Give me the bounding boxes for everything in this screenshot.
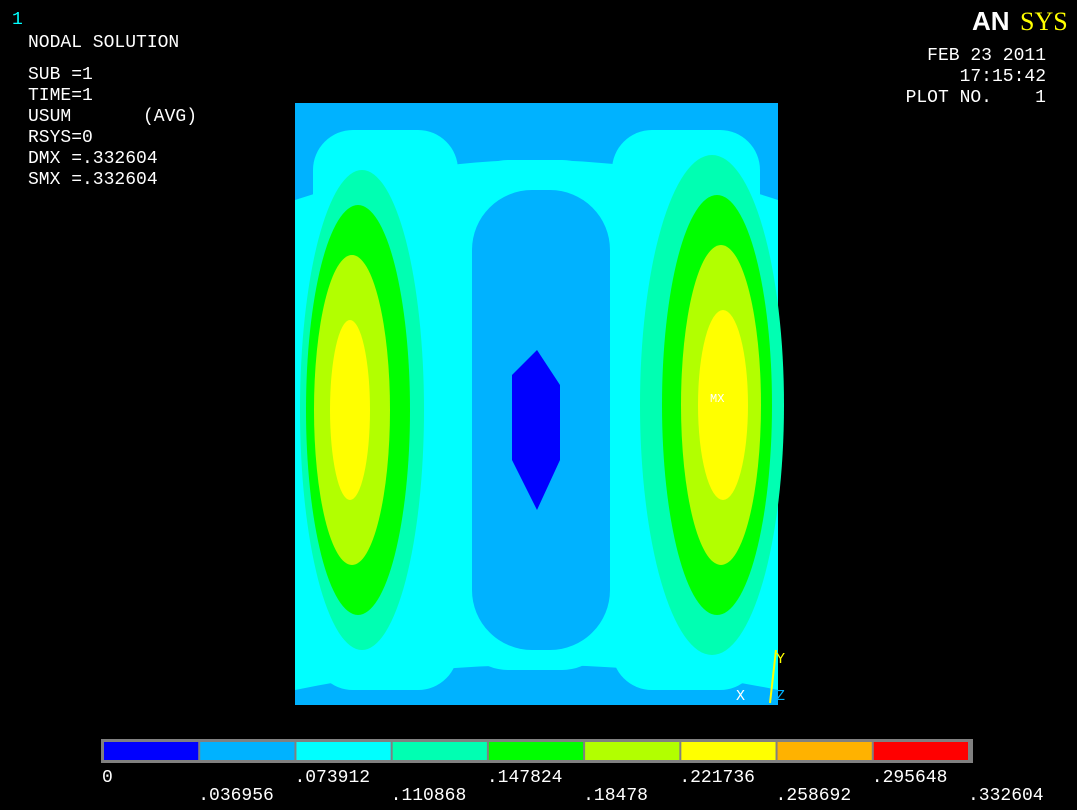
info-line: (AVG) — [143, 107, 197, 127]
legend-swatch — [488, 742, 584, 760]
minimum-region — [512, 350, 560, 510]
plot-number: PLOT NO. 1 — [906, 88, 1046, 108]
legend-label: .036956 — [198, 786, 274, 806]
legend-swatch — [681, 742, 776, 760]
info-line: SMX =.332604 — [28, 170, 158, 190]
legend-swatch — [200, 742, 295, 760]
legend-label: .221736 — [679, 768, 755, 788]
info-line: TIME=1 — [28, 86, 93, 106]
legend-swatch — [104, 742, 199, 760]
info-line: DMX =.332604 — [28, 149, 158, 169]
legend-label: .332604 — [968, 786, 1044, 806]
legend-label: .258692 — [776, 786, 852, 806]
time: 17:15:42 — [960, 67, 1046, 87]
legend-swatch — [873, 742, 968, 760]
contour-plot: MX X Y Z — [295, 103, 785, 705]
legend-label: 0 — [102, 768, 113, 788]
legend-label: .18478 — [583, 786, 648, 806]
legend-label: .073912 — [294, 768, 370, 788]
legend: 0 .036956 .073912 .110868 .147824 .18478 .2217… — [102, 742, 1044, 806]
legend-swatch — [777, 742, 872, 760]
date: FEB 23 2011 — [927, 46, 1046, 66]
axis-y — [769, 649, 777, 704]
logo-an: AN — [972, 6, 1010, 36]
legend-swatch — [392, 742, 487, 760]
info-line: RSYS=0 — [28, 128, 93, 148]
axis-label: X — [736, 688, 745, 705]
info-line: SUB =1 — [28, 65, 93, 85]
legend-label: .147824 — [487, 768, 563, 788]
logo-sys: SYS — [1020, 7, 1068, 36]
legend-swatch — [585, 742, 680, 760]
window-number: 1 — [12, 10, 23, 30]
contour — [698, 310, 748, 500]
contour — [330, 320, 370, 500]
legend-label: .110868 — [391, 786, 467, 806]
axis-label: Z — [776, 688, 785, 705]
axis-label: Y — [776, 651, 785, 668]
max-marker: MX — [710, 392, 724, 406]
top-band — [295, 103, 778, 200]
info-line: NODAL SOLUTION — [28, 33, 179, 53]
info-line: USUM — [28, 107, 71, 127]
legend-label: .295648 — [872, 768, 948, 788]
legend-swatch — [296, 742, 391, 760]
